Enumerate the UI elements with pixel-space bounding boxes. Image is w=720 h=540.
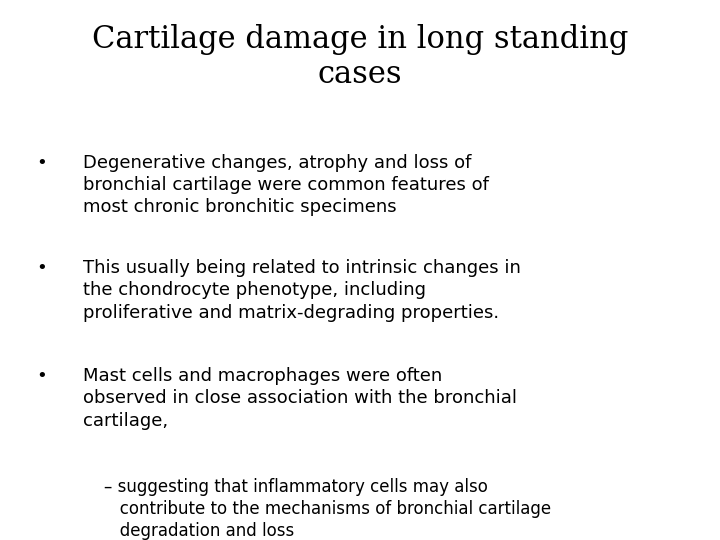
Text: – suggesting that inflammatory cells may also
   contribute to the mechanisms of: – suggesting that inflammatory cells may… [104, 478, 552, 540]
Text: Degenerative changes, atrophy and loss of
bronchial cartilage were common featur: Degenerative changes, atrophy and loss o… [83, 154, 489, 217]
Text: •: • [36, 154, 47, 172]
Text: •: • [36, 367, 47, 385]
Text: •: • [36, 259, 47, 277]
Text: This usually being related to intrinsic changes in
the chondrocyte phenotype, in: This usually being related to intrinsic … [83, 259, 521, 322]
Text: Cartilage damage in long standing
cases: Cartilage damage in long standing cases [92, 24, 628, 90]
Text: Mast cells and macrophages were often
observed in close association with the bro: Mast cells and macrophages were often ob… [83, 367, 517, 430]
